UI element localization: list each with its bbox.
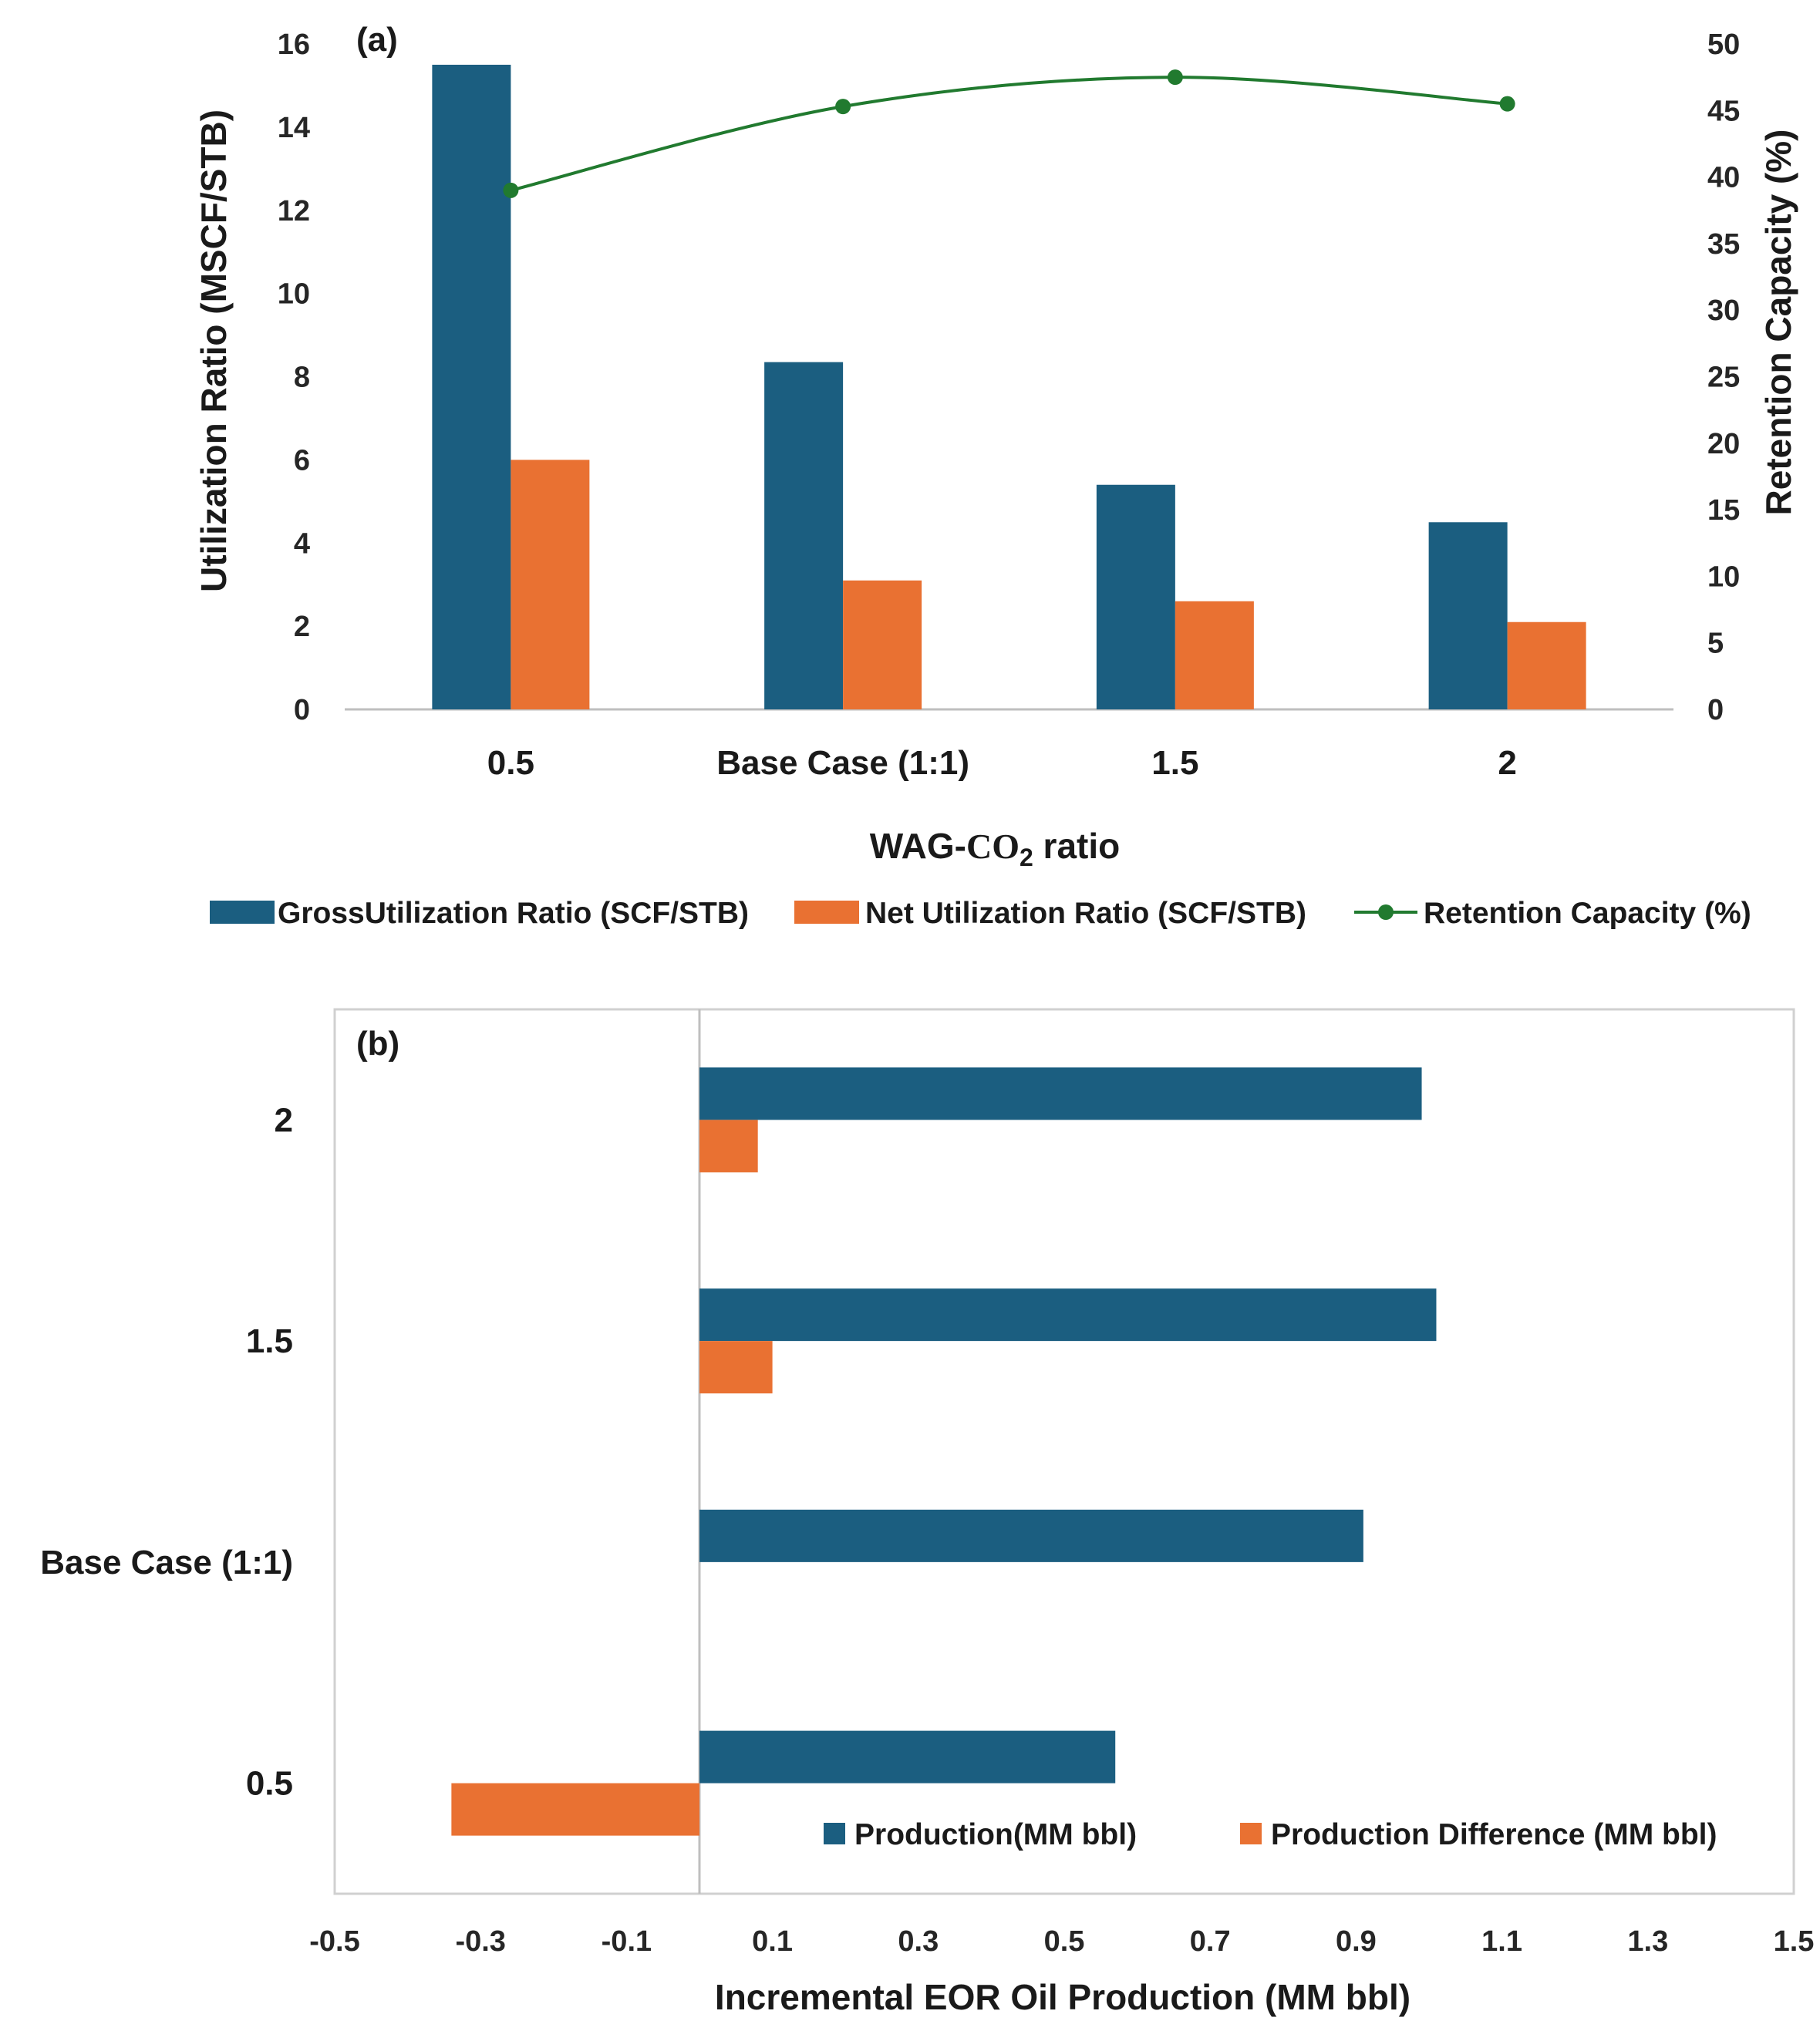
y2-axis-title: Retention Capacity (%) [1758,130,1798,516]
panel-a-label: (a) [356,21,398,59]
retention-capacity-point [835,99,851,115]
right-tick-label: 40 [1707,162,1740,194]
category-label: 2 [1498,744,1516,782]
x-axis-title-chem: CO [966,827,1020,866]
panel-b-production-chart: (b) 2 1.5 Base Case (1:1) 0.5 -0.5 -0.3 -0.1 0… [40,1008,1814,2017]
x-axis-title-prefix: WAG- [870,826,966,866]
legend-a: GrossUtilization Ratio (SCF/STB) Net Uti… [210,897,1751,930]
right-tick-label: 0 [1707,694,1724,726]
right-axis-ticks: 0 5 10 15 20 25 30 35 40 45 50 [1707,29,1740,726]
x-tick-label: 0.5 [1044,1925,1085,1958]
net-utilization-bar [843,580,922,709]
left-axis-ticks: 0 2 4 6 8 10 12 14 16 [278,29,310,726]
retention-capacity-points [503,69,1515,198]
right-tick-label: 15 [1707,494,1740,527]
legend-retention-label: Retention Capacity (%) [1424,897,1751,930]
right-tick-label: 10 [1707,561,1740,593]
legend-gross-label: GrossUtilization Ratio (SCF/STB) [278,897,749,930]
category-label: 2 [275,1101,293,1139]
x-tick-label: 1.1 [1481,1925,1522,1958]
legend-net-label: Net Utilization Ratio (SCF/STB) [865,897,1306,930]
right-tick-label: 35 [1707,228,1740,261]
x-tick-label: 0.9 [1336,1925,1377,1958]
horizontal-bar-series [451,1067,1437,1836]
gross-utilization-bar [764,362,844,709]
right-tick-label: 45 [1707,95,1740,127]
plot-area-frame [333,1008,1795,1895]
production-bar [699,1730,1116,1783]
panel-a-utilization-chart: (a) 0 2 4 6 8 10 12 14 16 0 5 10 15 20 25 30 35 40 45 50 0… [194,21,1798,930]
production-difference-bar [451,1783,699,1836]
category-label: 0.5 [487,744,534,782]
category-labels-b: 2 1.5 Base Case (1:1) 0.5 [40,1101,293,1802]
retention-capacity-point [1167,69,1183,86]
y-axis-title: Utilization Ratio (MSCF/STB) [194,109,234,592]
x-tick-label: -0.1 [602,1925,652,1958]
legend-gross-swatch [210,901,275,924]
production-bar [699,1067,1422,1120]
bar-series [432,64,1586,709]
net-utilization-bar [1507,621,1586,709]
legend-production-swatch [824,1823,845,1844]
left-tick-label: 6 [294,444,310,477]
x-axis-title-subscript: 2 [1020,844,1033,871]
x-axis-title: WAG-CO2 ratio [870,826,1120,871]
legend-production-label: Production(MM bbl) [854,1818,1137,1851]
x-tick-label: -0.3 [455,1925,505,1958]
legend-difference-label: Production Difference (MM bbl) [1271,1818,1717,1851]
right-tick-label: 25 [1707,362,1740,394]
retention-capacity-point [503,182,519,198]
left-tick-label: 2 [294,611,310,643]
legend-difference-swatch [1240,1823,1262,1844]
gross-utilization-bar [432,64,511,709]
category-label: 0.5 [246,1765,293,1803]
panel-b-label: (b) [356,1025,399,1063]
left-tick-label: 4 [294,527,310,560]
right-tick-label: 30 [1707,295,1740,327]
legend-net-swatch [794,901,859,924]
production-bar [699,1509,1363,1562]
right-tick-label: 20 [1707,428,1740,460]
category-label: Base Case (1:1) [40,1544,293,1581]
gross-utilization-bar [1096,484,1175,709]
production-difference-bar [699,1341,773,1394]
right-tick-label: 50 [1707,29,1740,61]
legend-retention-marker [1378,904,1394,920]
left-tick-label: 12 [278,195,310,227]
x-tick-label: -0.5 [309,1925,359,1958]
x-tick-label: 0.7 [1190,1925,1231,1958]
retention-capacity-point [1499,96,1515,112]
retention-capacity-line [510,76,1508,192]
category-label: 1.5 [1151,744,1198,782]
net-utilization-bar [511,460,590,709]
left-tick-label: 8 [294,362,310,394]
left-tick-label: 10 [278,278,310,311]
x-axis-title-suffix: ratio [1033,826,1120,866]
x-axis-title-b: Incremental EOR Oil Production (MM bbl) [715,1977,1410,2017]
net-utilization-bar [1175,601,1254,709]
left-tick-label: 0 [294,694,310,726]
legend-b: Production(MM bbl) Production Difference… [824,1818,1717,1851]
x-tick-label: 0.1 [752,1925,793,1958]
x-tick-label: 1.3 [1627,1925,1668,1958]
x-tick-label: 0.3 [898,1925,939,1958]
category-label: Base Case (1:1) [716,744,969,782]
production-difference-bar [699,1120,758,1173]
production-bar [699,1288,1437,1342]
gross-utilization-bar [1428,522,1508,709]
x-axis-ticks-b: -0.5 -0.3 -0.1 0.1 0.3 0.5 0.7 0.9 1.1 1.3 1.5 [309,1925,1814,1958]
right-tick-label: 5 [1707,628,1724,660]
category-label: 1.5 [246,1322,293,1360]
x-tick-label: 1.5 [1774,1925,1815,1958]
left-tick-label: 14 [278,112,310,144]
category-labels: 0.5 Base Case (1:1) 1.5 2 [487,744,1517,782]
left-tick-label: 16 [278,29,310,61]
